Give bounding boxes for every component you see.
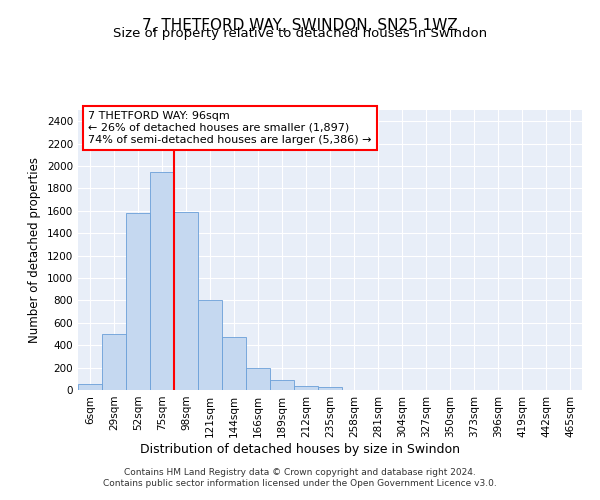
Y-axis label: Number of detached properties: Number of detached properties <box>28 157 41 343</box>
Bar <box>174 212 198 390</box>
Bar <box>318 387 342 390</box>
Bar <box>102 334 126 390</box>
Bar <box>246 368 270 390</box>
Text: 7 THETFORD WAY: 96sqm
← 26% of detached houses are smaller (1,897)
74% of semi-d: 7 THETFORD WAY: 96sqm ← 26% of detached … <box>88 112 371 144</box>
Text: Size of property relative to detached houses in Swindon: Size of property relative to detached ho… <box>113 28 487 40</box>
Bar <box>78 384 102 390</box>
Bar <box>222 337 246 390</box>
Bar <box>198 300 222 390</box>
Text: 7, THETFORD WAY, SWINDON, SN25 1WZ: 7, THETFORD WAY, SWINDON, SN25 1WZ <box>142 18 458 32</box>
Bar <box>150 172 174 390</box>
Text: Contains HM Land Registry data © Crown copyright and database right 2024.
Contai: Contains HM Land Registry data © Crown c… <box>103 468 497 487</box>
Text: Distribution of detached houses by size in Swindon: Distribution of detached houses by size … <box>140 442 460 456</box>
Bar <box>270 380 294 390</box>
Bar <box>126 213 150 390</box>
Bar <box>294 386 318 390</box>
